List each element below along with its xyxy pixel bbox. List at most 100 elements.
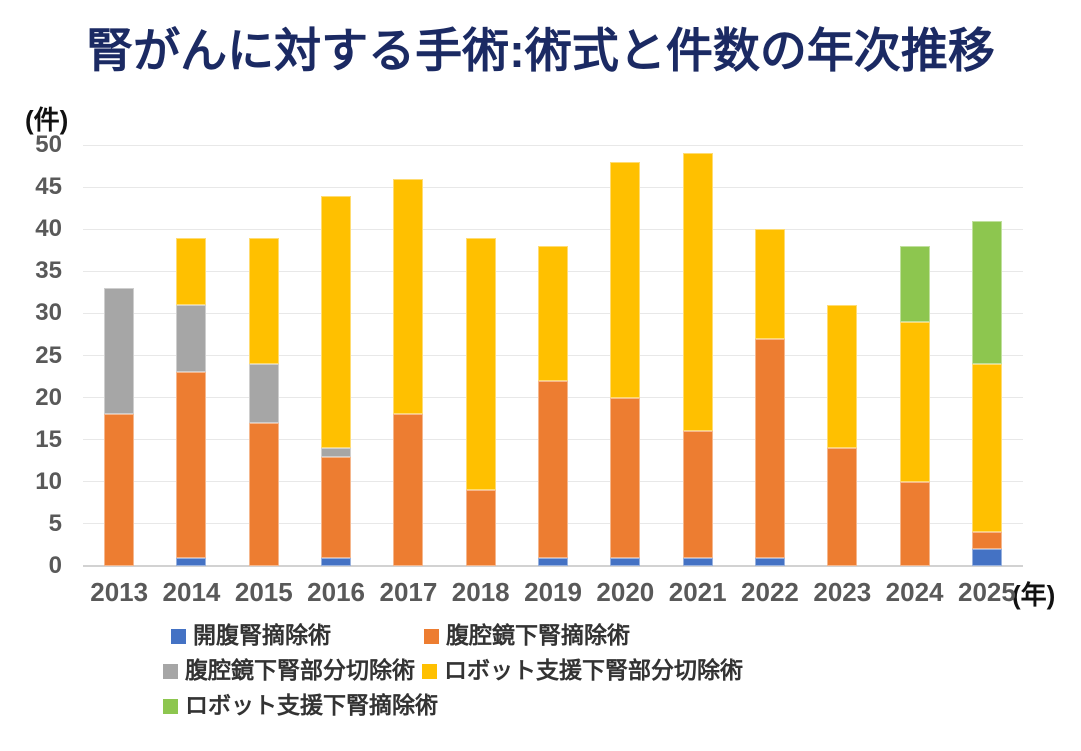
bar-column-2016: [300, 145, 372, 566]
bar-segment-ロボット支援下腎部分切除術: [754, 229, 785, 339]
legend-item-腹腔鏡下腎摘除術: 腹腔鏡下腎摘除術: [424, 620, 630, 650]
legend-swatch-icon: [424, 628, 439, 644]
stacked-bar-2022: [754, 229, 785, 566]
x-axis-label-2023: 2023: [813, 577, 872, 607]
bar-segment-腹腔鏡下腎摘除術: [465, 490, 496, 566]
stacked-bar-2013: [104, 288, 135, 566]
gridline: [83, 228, 1023, 230]
bar-segment-開腹腎摘除術: [754, 557, 785, 566]
y-axis-unit-label: (件): [25, 105, 69, 135]
bar-segment-腹腔鏡下腎摘除術: [971, 532, 1002, 550]
y-axis-tick-label: 35: [35, 257, 62, 285]
x-axis-label-2016: 2016: [307, 577, 366, 607]
legend-swatch-icon: [163, 698, 178, 714]
x-axis-label-2024: 2024: [885, 577, 944, 607]
bar-segment-腹腔鏡下腎部分切除術: [104, 288, 135, 415]
bar-segment-ロボット支援下腎部分切除術: [321, 195, 352, 449]
y-axis-tick-label: 5: [48, 509, 62, 537]
y-axis-tick-label: 30: [35, 299, 62, 327]
chart-title: 腎がんに対する手術:術式と件数の年次推移: [86, 24, 995, 77]
legend-item-腹腔鏡下腎部分切除術: 腹腔鏡下腎部分切除術: [163, 655, 415, 685]
stacked-bar-2021: [682, 153, 713, 566]
bar-segment-ロボット支援下腎部分切除術: [248, 237, 279, 364]
bar-segment-開腹腎摘除術: [176, 557, 207, 566]
bar-segment-腹腔鏡下腎摘除術: [754, 338, 785, 558]
stacked-bar-2018: [465, 237, 496, 566]
stacked-bar-2023: [827, 305, 858, 566]
bar-column-2020: [589, 145, 661, 566]
legend-item-ロボット支援下腎摘除術: ロボット支援下腎摘除術: [163, 690, 438, 720]
stacked-bar-2015: [248, 237, 279, 566]
bar-segment-腹腔鏡下腎摘除術: [393, 414, 424, 566]
bar-segment-腹腔鏡下腎摘除術: [537, 380, 568, 558]
bar-segment-ロボット支援下腎部分切除術: [682, 153, 713, 432]
bar-column-2013: [83, 145, 155, 566]
bar-segment-ロボット支援下腎部分切除術: [537, 246, 568, 381]
x-axis-label-2020: 2020: [596, 577, 655, 607]
legend-swatch-icon: [422, 663, 437, 679]
legend-swatch-icon: [171, 628, 186, 644]
legend-label: 開腹腎摘除術: [193, 622, 331, 648]
bar-segment-腹腔鏡下腎摘除術: [827, 448, 858, 566]
bar-segment-ロボット支援下腎部分切除術: [465, 237, 496, 491]
gridline: [83, 565, 1023, 567]
stacked-bar-2017: [393, 178, 424, 566]
bar-segment-開腹腎摘除術: [537, 557, 568, 566]
x-axis-label-2015: 2015: [234, 577, 293, 607]
y-axis-tick-label: 45: [35, 173, 62, 201]
stacked-bar-2024: [899, 246, 930, 566]
bar-segment-ロボット支援下腎部分切除術: [393, 178, 424, 415]
x-axis-label-2021: 2021: [668, 577, 727, 607]
bar-segment-腹腔鏡下腎部分切除術: [321, 448, 352, 457]
legend-item-開腹腎摘除術: 開腹腎摘除術: [171, 620, 331, 650]
bar-segment-ロボット支援下腎摘除術: [971, 220, 1002, 364]
bar-column-2025: [951, 145, 1023, 566]
x-axis-label-2018: 2018: [451, 577, 510, 607]
bar-segment-ロボット支援下腎部分切除術: [899, 321, 930, 482]
y-axis-tick-label: 15: [35, 425, 62, 453]
x-axis-unit-label: (年): [1012, 580, 1056, 610]
bar-column-2021: [661, 145, 733, 566]
stacked-bar-2020: [610, 161, 641, 566]
bar-segment-ロボット支援下腎部分切除術: [971, 363, 1002, 533]
legend-label: ロボット支援下腎部分切除術: [444, 657, 743, 683]
stacked-bar-2016: [321, 195, 352, 566]
bar-column-2014: [155, 145, 227, 566]
legend-label: 腹腔鏡下腎摘除術: [446, 622, 630, 648]
bar-column-2022: [734, 145, 806, 566]
bar-segment-腹腔鏡下腎部分切除術: [248, 363, 279, 423]
bar-segment-腹腔鏡下腎摘除術: [104, 414, 135, 566]
legend-label: ロボット支援下腎摘除術: [185, 692, 438, 718]
x-axis-labels: 2013 2014 2015 2016 2017 2018 2019 2020 2021 2022…: [83, 577, 1023, 607]
x-axis-label-2022: 2022: [741, 577, 799, 607]
bar-segment-開腹腎摘除術: [682, 557, 713, 566]
bar-column-2024: [878, 145, 950, 566]
bar-column-2023: [806, 145, 878, 566]
bar-segment-ロボット支援下腎部分切除術: [827, 305, 858, 449]
stacked-bar-2025: [971, 220, 1002, 566]
bar-column-2015: [228, 145, 300, 566]
y-axis-tick-label: 50: [35, 131, 62, 158]
gridline: [83, 144, 1023, 146]
bar-segment-腹腔鏡下腎摘除術: [899, 481, 930, 566]
bar-segment-腹腔鏡下腎部分切除術: [176, 305, 207, 373]
bar-column-2018: [445, 145, 517, 566]
bar-segment-腹腔鏡下腎摘除術: [321, 456, 352, 558]
bar-column-2019: [517, 145, 589, 566]
bar-segment-開腹腎摘除術: [610, 557, 641, 566]
bar-segment-ロボット支援下腎部分切除術: [176, 237, 207, 305]
y-axis-tick-label: 25: [35, 341, 62, 369]
bar-segment-腹腔鏡下腎摘除術: [682, 431, 713, 558]
x-axis-label-2017: 2017: [379, 577, 438, 607]
gridline: [83, 186, 1023, 188]
y-axis-tick-label: 40: [35, 215, 62, 243]
legend-item-ロボット支援下腎部分切除術: ロボット支援下腎部分切除術: [422, 655, 743, 685]
bar-segment-開腹腎摘除術: [321, 557, 352, 566]
plot-area: [83, 144, 1023, 567]
y-axis-tick-label: 0: [48, 552, 62, 579]
y-axis-tick-labels: 0 5 10 15 20 25 30 35 40 45 50: [14, 132, 62, 579]
stacked-bar-2019: [537, 246, 568, 566]
x-axis-label-2019: 2019: [524, 577, 582, 607]
bar-segment-ロボット支援下腎部分切除術: [610, 161, 641, 398]
